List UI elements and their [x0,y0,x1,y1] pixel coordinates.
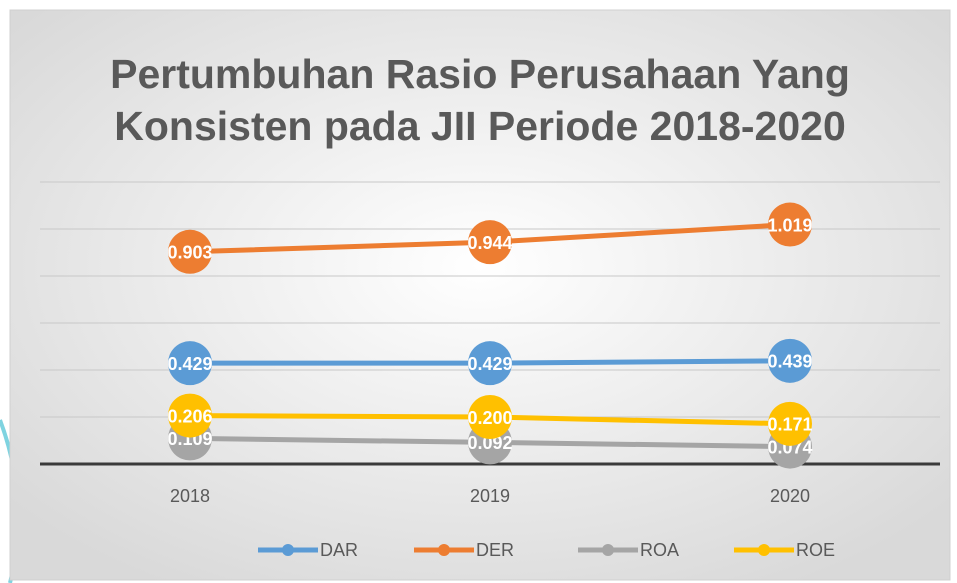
data-label: 1.019 [767,215,812,235]
data-label: 0.903 [167,243,212,263]
marker [768,338,812,383]
data-label: 0.439 [767,352,812,372]
x-tick-label: 2019 [470,486,510,506]
legend-label: DAR [320,540,358,560]
legend-marker [438,544,450,556]
legend-marker [282,544,294,556]
data-label: 0.171 [767,415,812,435]
marker [168,229,212,274]
data-label: 0.092 [467,433,512,453]
marker [468,220,512,265]
legend-marker [602,544,614,556]
legend-label: ROE [796,540,835,560]
marker [168,341,212,386]
x-tick-label: 2018 [170,486,210,506]
marker [768,202,812,247]
legend-marker [758,544,770,556]
marker [468,341,512,386]
marker [468,395,512,439]
data-label: 0.429 [167,354,212,374]
chart-background [9,9,951,581]
data-label: 0.200 [467,408,512,428]
data-label: 0.429 [467,354,512,374]
legend-label: ROA [640,540,679,560]
marker [168,393,212,438]
legend-label: DER [476,540,514,560]
data-label: 0.944 [467,233,512,253]
data-label: 0.206 [167,406,212,426]
x-tick-label: 2020 [770,486,810,506]
chart-title: Pertumbuhan Rasio Perusahaan Yang Konsis… [110,51,850,149]
marker [768,401,812,446]
